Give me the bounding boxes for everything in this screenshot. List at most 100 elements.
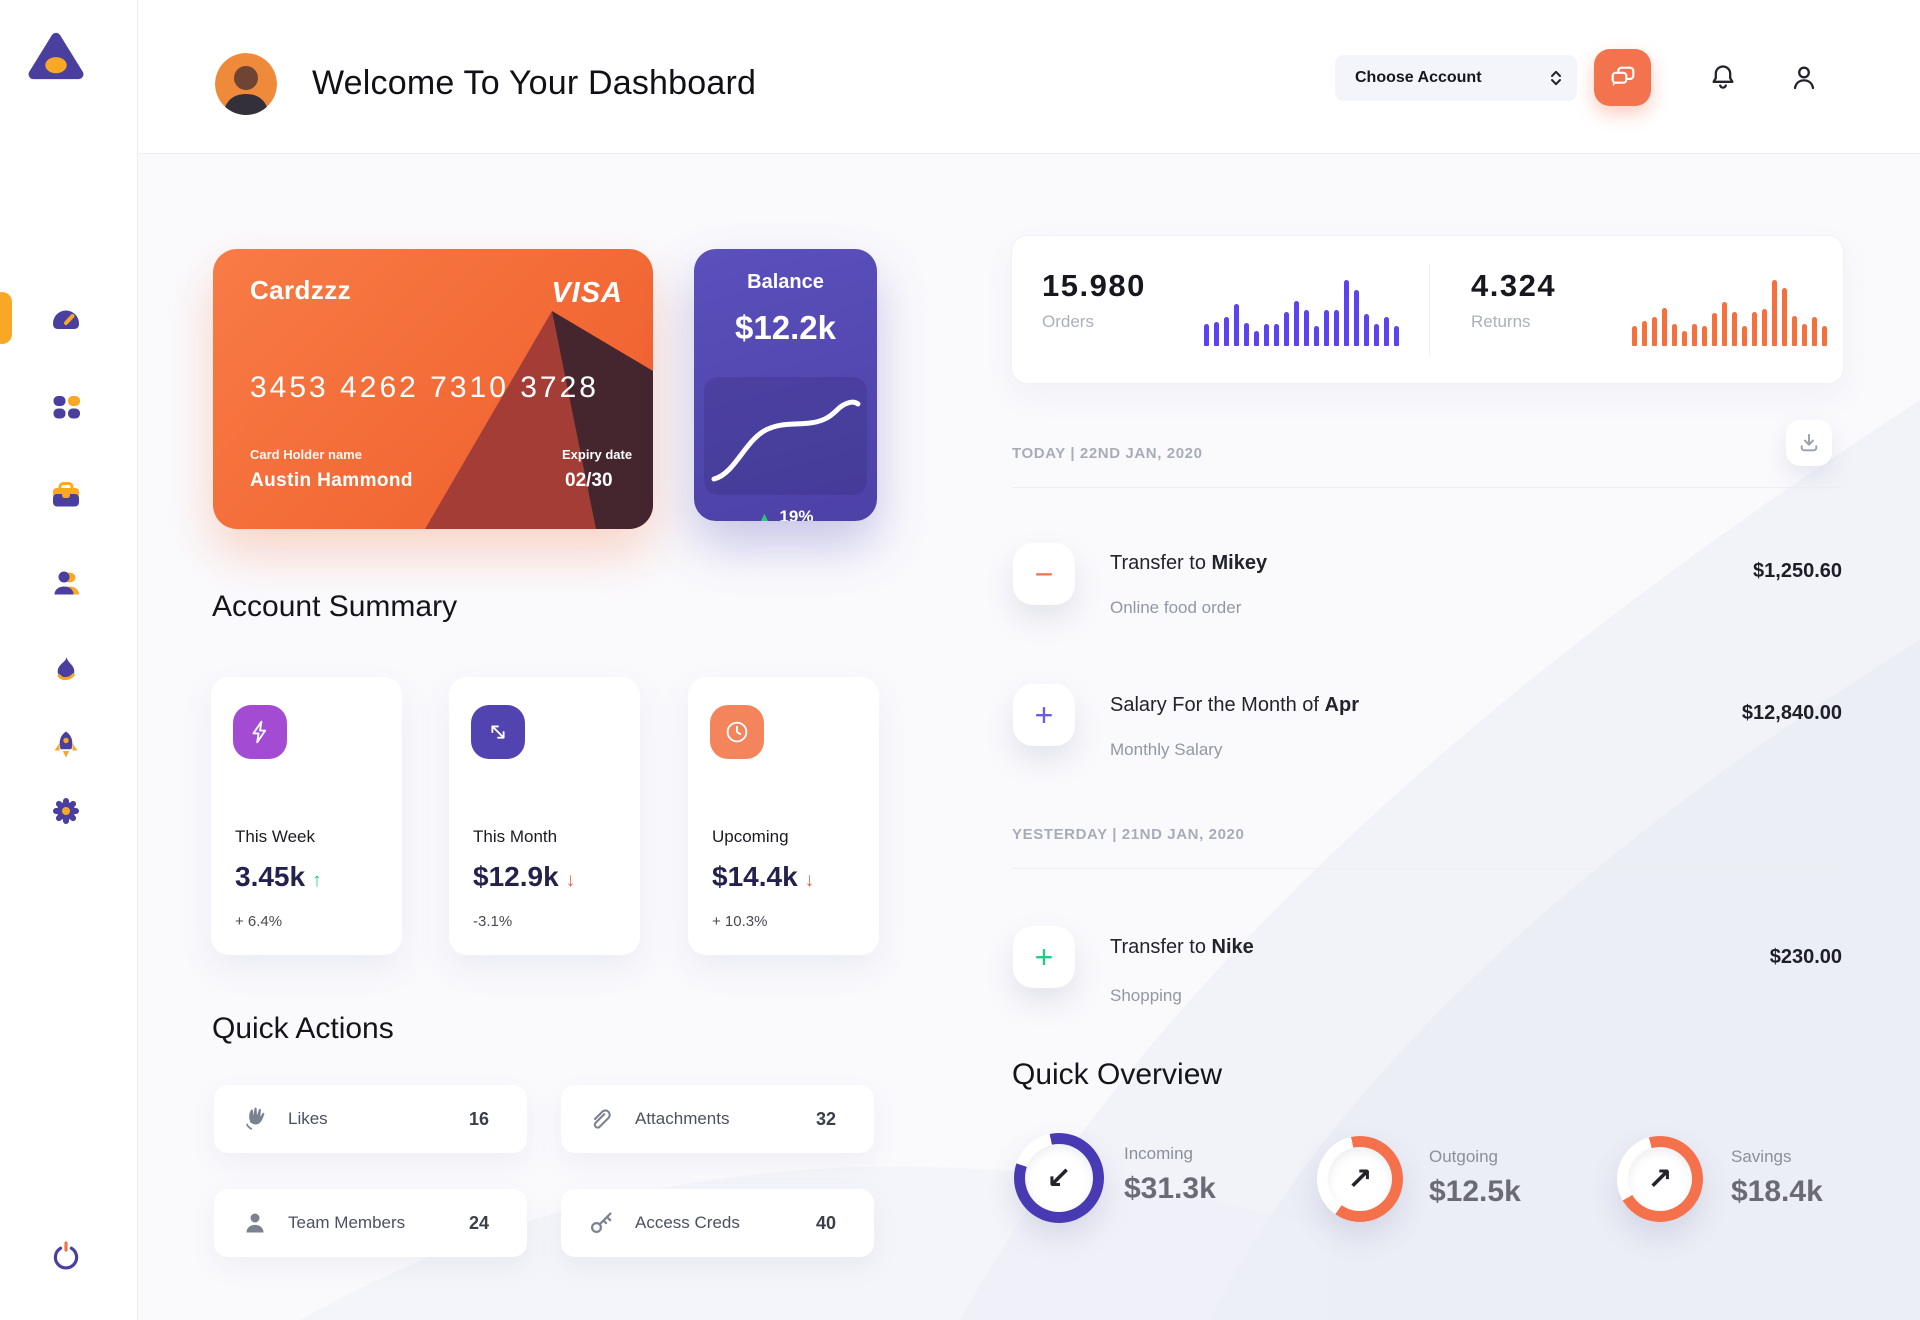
savings-donut: ↗ bbox=[1617, 1136, 1703, 1222]
trend-up-icon: ↑ bbox=[312, 870, 322, 891]
incoming-label: Incoming bbox=[1124, 1144, 1193, 1163]
clock-icon bbox=[710, 705, 764, 759]
key-icon bbox=[590, 1212, 612, 1234]
savings-label: Savings bbox=[1731, 1147, 1792, 1166]
transaction-subtitle: Online food order bbox=[1110, 598, 1242, 617]
returns-value: 4.324 bbox=[1471, 268, 1557, 303]
transaction-subtitle: Monthly Salary bbox=[1110, 740, 1223, 759]
summary-card-upcoming: Upcoming $14.4k ↓ + 10.3% bbox=[688, 677, 879, 955]
quick-action-label: Likes bbox=[288, 1109, 328, 1128]
quick-action-count: 40 bbox=[815, 1212, 836, 1233]
power-icon bbox=[53, 1241, 79, 1270]
visa-logo: VISA bbox=[551, 277, 623, 309]
sidebar-item-launch[interactable] bbox=[46, 725, 86, 765]
quick-overview-heading: Quick Overview bbox=[1012, 1058, 1223, 1091]
outgoing-label: Outgoing bbox=[1429, 1147, 1498, 1166]
sidebar bbox=[0, 0, 138, 1320]
quick-actions-heading: Quick Actions bbox=[212, 1012, 394, 1045]
orders-returns-stats-card: 15.980 Orders 4.324 Returns bbox=[1011, 235, 1844, 384]
quick-action-likes[interactable]: Likes 16 bbox=[214, 1085, 527, 1153]
grid-icon bbox=[53, 396, 80, 419]
choose-account-dropdown[interactable]: Choose Account bbox=[1335, 55, 1577, 101]
date-header-yesterday: YESTERDAY | 21ND JAN, 2020 bbox=[1012, 826, 1245, 843]
summary-card-this-month: This Month $12.9k ↓ -3.1% bbox=[449, 677, 640, 955]
expiry-date: 02/30 bbox=[565, 470, 613, 491]
divider bbox=[1012, 868, 1842, 869]
arrow-up-right-icon: ↗ bbox=[1647, 1162, 1673, 1196]
user-icon bbox=[1793, 66, 1815, 90]
card-holder-label: Card Holder name bbox=[250, 447, 362, 462]
summary-delta: -3.1% bbox=[473, 913, 513, 930]
balance-change: ▲ 19% bbox=[694, 507, 877, 521]
arrow-up-right-icon: ↗ bbox=[1347, 1162, 1373, 1196]
credit-card: Cardzzz VISA 3453 4262 7310 3728 Card Ho… bbox=[213, 249, 653, 529]
wave-hand-icon bbox=[246, 1107, 265, 1130]
savings-value: $18.4k bbox=[1731, 1175, 1823, 1208]
summary-label: This Week bbox=[235, 827, 315, 846]
sidebar-item-work[interactable] bbox=[46, 475, 86, 515]
sidebar-item-apps[interactable] bbox=[46, 387, 86, 427]
chat-icon bbox=[1611, 66, 1634, 86]
messages-button[interactable] bbox=[1594, 49, 1651, 106]
summary-card-this-week: This Week 3.45k ↑ + 6.4% bbox=[211, 677, 402, 955]
summary-value: 3.45k ↑ bbox=[235, 861, 322, 892]
quick-action-label: Attachments bbox=[635, 1109, 730, 1128]
member-icon bbox=[246, 1213, 264, 1233]
quick-action-attachments[interactable]: Attachments 32 bbox=[561, 1085, 874, 1153]
profile-button[interactable] bbox=[1788, 62, 1820, 94]
balance-line-chart bbox=[711, 399, 861, 482]
transaction-title: Transfer to Mikey bbox=[1110, 552, 1268, 574]
outgoing-value: $12.5k bbox=[1429, 1175, 1521, 1208]
expiry-label: Expiry date bbox=[562, 447, 633, 462]
app-logo[interactable] bbox=[28, 30, 84, 82]
flame-icon bbox=[57, 657, 75, 681]
quick-action-team-members[interactable]: Team Members 24 bbox=[214, 1189, 527, 1257]
account-summary-heading: Account Summary bbox=[212, 590, 458, 623]
summary-label: Upcoming bbox=[712, 827, 789, 846]
notifications-button[interactable] bbox=[1707, 62, 1739, 94]
arrow-down-left-icon: ↙ bbox=[1046, 1161, 1072, 1195]
header: Welcome To Your Dashboard Choose Account bbox=[137, 0, 1920, 154]
speedometer-icon bbox=[53, 310, 79, 329]
card-name: Cardzzz bbox=[250, 275, 352, 305]
transaction-amount: $12,840.00 bbox=[1741, 702, 1842, 724]
sidebar-item-settings[interactable] bbox=[46, 791, 86, 831]
logout-power-button[interactable] bbox=[46, 1236, 86, 1276]
card-holder-name: Austin Hammond bbox=[250, 470, 413, 491]
divider bbox=[1012, 487, 1842, 488]
card-triangle-decoration bbox=[425, 311, 653, 529]
quick-action-label: Access Creds bbox=[635, 1213, 740, 1232]
transaction-title: Transfer to Nike bbox=[1110, 936, 1254, 958]
transaction-amount: $230.00 bbox=[1769, 946, 1842, 968]
chevron-sort-icon bbox=[1551, 70, 1561, 86]
quick-action-count: 24 bbox=[468, 1212, 489, 1233]
orders-value: 15.980 bbox=[1042, 268, 1146, 303]
plus-icon: + bbox=[1013, 926, 1075, 988]
balance-title: Balance bbox=[747, 271, 824, 293]
download-icon bbox=[1800, 433, 1818, 452]
plus-icon: + bbox=[1013, 684, 1075, 746]
user-avatar[interactable] bbox=[215, 53, 277, 115]
download-button[interactable] bbox=[1786, 420, 1832, 466]
sidebar-item-dashboard[interactable] bbox=[46, 299, 86, 339]
quick-action-access-creds[interactable]: Access Creds 40 bbox=[561, 1189, 874, 1257]
incoming-value: $31.3k bbox=[1124, 1172, 1216, 1205]
date-header-today: TODAY | 22ND JAN, 2020 bbox=[1012, 445, 1203, 462]
quick-action-label: Team Members bbox=[288, 1213, 406, 1232]
active-nav-indicator bbox=[0, 292, 12, 344]
transaction-amount: $1,250.60 bbox=[1753, 560, 1842, 582]
summary-label: This Month bbox=[473, 827, 558, 846]
orders-label: Orders bbox=[1042, 312, 1094, 331]
up-arrow-icon: ▲ bbox=[757, 509, 772, 521]
rocket-icon bbox=[54, 731, 78, 758]
transaction-subtitle: Shopping bbox=[1110, 986, 1182, 1005]
sidebar-item-team[interactable] bbox=[46, 563, 86, 603]
summary-delta: + 10.3% bbox=[712, 913, 768, 930]
summary-delta: + 6.4% bbox=[235, 913, 283, 930]
lightning-icon bbox=[233, 705, 287, 759]
sidebar-item-activity[interactable] bbox=[46, 650, 86, 690]
transaction-title: Salary For the Month of Apr bbox=[1110, 694, 1359, 716]
briefcase-icon bbox=[53, 482, 79, 507]
returns-label: Returns bbox=[1471, 312, 1531, 331]
trend-down-icon: ↓ bbox=[565, 870, 576, 891]
